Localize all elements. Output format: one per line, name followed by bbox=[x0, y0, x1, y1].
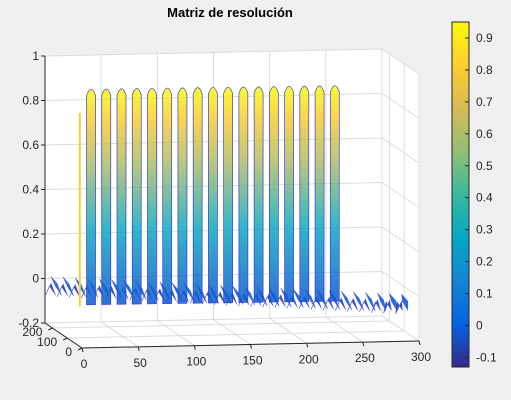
y-gridline bbox=[52, 54, 390, 329]
colorbar-tick-label: -0.1 bbox=[476, 350, 497, 364]
y-tick-label: 100 bbox=[37, 335, 57, 349]
colorbar-tick-label: 0.3 bbox=[476, 223, 493, 237]
colorbar[interactable]: -0.1 0 0.1 0.2 0.3 0.4 0.5 0.6 0.7 0.8 0.9 bbox=[451, 21, 497, 368]
y-tick-label: 0 bbox=[65, 345, 72, 359]
surface-peak bbox=[208, 87, 218, 304]
x-tick-label: 200 bbox=[299, 352, 319, 366]
x-gridline bbox=[325, 50, 364, 343]
surface-peak bbox=[162, 87, 173, 305]
z-tick-label: 0.2 bbox=[22, 227, 39, 241]
colorbar-tick-label: 0.2 bbox=[476, 255, 493, 269]
z-tick-label: 0.6 bbox=[22, 138, 39, 152]
x-tick-label: 150 bbox=[242, 354, 262, 368]
y-tick-mark bbox=[77, 347, 83, 351]
surface-plot[interactable] bbox=[44, 85, 409, 315]
x-tick-mark bbox=[362, 342, 365, 347]
surface-peak bbox=[238, 86, 249, 303]
surface-peak bbox=[147, 87, 157, 305]
z-tick-label: 0.4 bbox=[22, 183, 39, 197]
surface-ripple bbox=[50, 276, 62, 296]
x-tick-mark bbox=[418, 340, 421, 346]
chart-title: Matriz de resolución bbox=[167, 5, 293, 20]
surface-ripple bbox=[377, 292, 387, 311]
colorbar-tick-label: 0.5 bbox=[476, 159, 493, 173]
y-tick-mark bbox=[62, 337, 68, 341]
surface-peak bbox=[253, 86, 264, 303]
y-axis-line bbox=[44, 322, 83, 349]
surface-ripple bbox=[401, 293, 409, 311]
colorbar-tick-label: 0.1 bbox=[476, 287, 493, 301]
surface-ripple bbox=[347, 297, 359, 312]
y-gridline bbox=[67, 64, 405, 339]
x-tick-mark bbox=[137, 346, 140, 351]
axis-ticks: 0 50 100 150 200 250 3000100200-0.200.20.40.60… bbox=[18, 49, 431, 371]
x-tick-mark bbox=[306, 343, 309, 348]
surface-ripple bbox=[359, 298, 370, 313]
surface-peak bbox=[116, 88, 127, 305]
surface-ripple bbox=[371, 298, 381, 313]
surface-peak bbox=[314, 85, 325, 302]
colorbar-tick-label: 0.4 bbox=[476, 191, 493, 205]
x-gridline bbox=[100, 54, 139, 348]
colorbar-tick-label: 0.7 bbox=[476, 95, 493, 109]
colorbar-tick-label: 0.8 bbox=[476, 63, 493, 77]
colorbar-tick-label: 0 bbox=[476, 318, 483, 332]
x-gridline bbox=[156, 53, 195, 347]
x-tick-mark bbox=[250, 344, 252, 349]
surface-peak bbox=[329, 85, 340, 302]
surface-ripple bbox=[62, 277, 74, 297]
colorbar-tick-label: 0.9 bbox=[476, 31, 493, 45]
surface-peak bbox=[284, 85, 294, 303]
x-tick-label: 250 bbox=[355, 351, 375, 365]
colorbar-strip bbox=[451, 21, 470, 368]
surface-peak bbox=[131, 88, 142, 305]
surface-peak bbox=[223, 86, 233, 304]
z-tick-label: 0 bbox=[32, 272, 39, 286]
z-tick-label: 0.8 bbox=[22, 94, 39, 108]
surface-ripple bbox=[292, 288, 304, 308]
surface-ripple bbox=[383, 299, 392, 314]
x-tick-label: 100 bbox=[186, 355, 206, 369]
x-tick-label: 50 bbox=[133, 356, 147, 370]
x-tick-mark bbox=[81, 347, 84, 353]
y-tick-mark bbox=[48, 327, 53, 331]
z-tick-label: 1 bbox=[32, 49, 39, 63]
surface-ripple bbox=[365, 292, 376, 311]
surface-ripple bbox=[322, 296, 334, 311]
x-tick-mark bbox=[193, 345, 196, 350]
x-tick-label: 0 bbox=[81, 357, 88, 371]
surface-peak bbox=[299, 85, 310, 303]
y-tick-label: 200 bbox=[22, 325, 42, 339]
surface-ripple bbox=[44, 282, 56, 297]
surface-peak bbox=[177, 87, 188, 304]
surface-ripple bbox=[56, 283, 68, 298]
x-tick-label: 300 bbox=[411, 350, 431, 364]
surface-peak bbox=[86, 88, 96, 306]
surface-peak bbox=[192, 87, 203, 304]
surface-ripple bbox=[341, 291, 352, 311]
surface-ripple bbox=[395, 300, 403, 315]
surface-peak bbox=[101, 88, 112, 305]
surface-peak bbox=[268, 86, 279, 303]
surface-ripple bbox=[334, 297, 346, 311]
z-tick-label: -0.2 bbox=[18, 316, 39, 330]
colorbar-tick-label: 0.6 bbox=[476, 127, 493, 141]
surface-ripple bbox=[353, 291, 365, 311]
x-gridline bbox=[381, 49, 420, 342]
